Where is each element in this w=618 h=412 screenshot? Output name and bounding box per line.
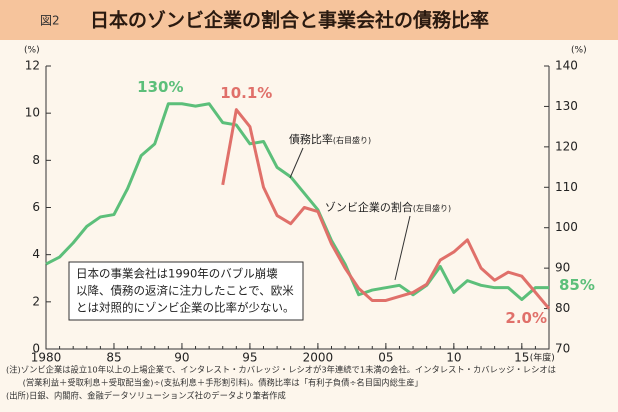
series-line [45,102,549,301]
series-label: 債務比率(右目盛り) [289,132,371,146]
note-box [68,261,304,321]
x-tick-label: 90 [174,351,189,365]
x-tick-label: 2000 [303,351,334,365]
end-label: 2.0% [505,309,547,327]
y2-tick-label: 80 [555,301,570,315]
y2-tick-label: 110 [555,180,578,194]
y2-tick-label: 140 [555,59,578,73]
y-unit: (%) [24,46,40,56]
footnote: (注)ゾンビ企業は設立10年以上の上場企業で、インタレスト・カバレッジ・レシオが… [6,365,556,375]
x-tick-label: 1980 [31,351,62,365]
x-tick-label: 10 [446,351,461,365]
end-label: 85% [559,276,595,294]
x-tick-label: 05 [378,351,393,365]
x-tick-label: 15 [514,351,529,365]
note-line: 日本の事業会社は1990年のバブル崩壊 [76,267,278,281]
y-tick-label: 8 [32,153,40,167]
y-tick-label: 2 [32,294,40,308]
series-name: 債務比率 [289,132,333,146]
series-label: ゾンビ企業の割合(左目盛り) [325,200,451,214]
y2-tick-label: 130 [555,99,578,113]
figure-label: 図2 [40,14,60,28]
y-tick-label: 12 [25,59,40,73]
y2-tick-label: 100 [555,220,578,234]
footnote: (営業利益＋受取利息＋受取配当金)÷(支払利息＋手形割引料)。債務比率は「有利子… [6,378,423,388]
peak-label: 130% [137,78,183,96]
x-tick-label: 85 [106,351,121,365]
x-tick-label: 95 [242,351,257,365]
leader [289,147,304,179]
y2-tick-label: 70 [555,342,570,356]
y2-tick-label: 120 [555,139,578,153]
y-tick-label: 4 [32,247,40,261]
series-line [221,108,551,310]
y-tick-label: 0 [32,342,40,356]
note-line: 以降、債務の返済に注力したことで、欧米 [76,284,294,298]
leader [394,215,411,281]
y2-unit: (%) [571,46,587,56]
scale-note: (左目盛り) [413,203,451,213]
footnote: (出所)日銀、内閣府、金融データソリューションズ社のデータより筆者作成 [6,391,286,401]
y2-tick-label: 90 [555,261,570,275]
y-tick-label: 6 [32,200,40,214]
series-name: ゾンビ企業の割合 [325,200,413,214]
y-tick-label: 10 [25,106,40,120]
peak-label: 10.1% [220,84,272,102]
chart-title: 日本のゾンビ企業の割合と事業会社の債務比率 [90,9,489,32]
x-unit: (年度) [530,352,555,364]
note-line: とは対照的にゾンビ企業の比率が少ない。 [76,301,295,315]
scale-note: (右目盛り) [333,135,371,145]
header [0,0,618,40]
